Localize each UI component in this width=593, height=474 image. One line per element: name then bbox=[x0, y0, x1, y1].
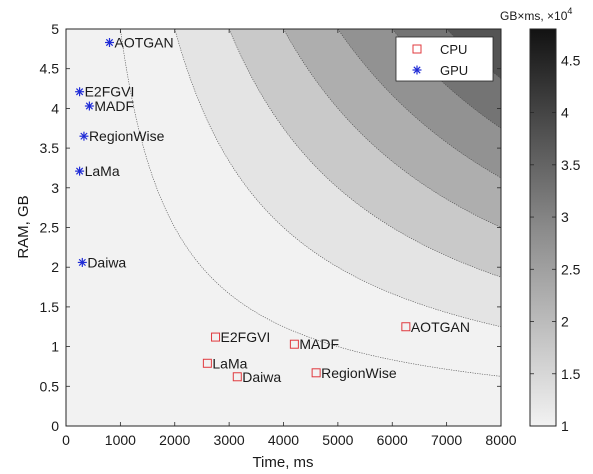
x-tick-label: 7000 bbox=[431, 432, 462, 448]
colorbar-tick-label: 1 bbox=[561, 418, 569, 434]
point-label: Daiwa bbox=[242, 369, 281, 385]
x-axis-label: Time, ms bbox=[252, 454, 313, 471]
gpu-point-marker bbox=[79, 131, 89, 141]
point-label: MADF bbox=[94, 98, 134, 114]
legend-label-gpu: GPU bbox=[440, 63, 468, 78]
y-tick-label: 4.5 bbox=[40, 61, 60, 77]
y-tick-label: 0.5 bbox=[40, 378, 60, 394]
colorbar-tick-label: 2 bbox=[561, 314, 569, 330]
colorbar-title-exponent: 4 bbox=[567, 6, 572, 16]
colorbar-tick-label: 3 bbox=[561, 209, 569, 225]
x-tick-label: 2000 bbox=[159, 432, 190, 448]
y-axis: 0 0.5 1 1.5 2 2.5 3 3.5 4 4.5 5 bbox=[40, 21, 501, 434]
point-label: LaMa bbox=[212, 355, 247, 371]
colorbar-tick-label: 3.5 bbox=[561, 157, 581, 173]
point-label: AOTGAN bbox=[411, 319, 470, 335]
point-label: Daiwa bbox=[87, 254, 126, 270]
colorbar-tick-label: 1.5 bbox=[561, 366, 581, 382]
asterisk-stroke bbox=[75, 88, 84, 96]
point-label: LaMa bbox=[85, 163, 120, 179]
cpu-point-marker bbox=[202, 358, 212, 368]
x-axis: 0 1000 2000 3000 4000 5000 6000 7000 8000 bbox=[62, 29, 517, 448]
x-tick-label: 4000 bbox=[268, 432, 299, 448]
cpu-point-marker bbox=[401, 322, 411, 332]
point-label: RegionWise bbox=[321, 365, 397, 381]
y-tick-label: 0 bbox=[51, 418, 59, 434]
asterisk-stroke bbox=[75, 167, 84, 175]
x-tick-label: 6000 bbox=[377, 432, 408, 448]
y-tick-label: 4 bbox=[51, 100, 59, 116]
cpu-point-marker bbox=[211, 332, 221, 342]
colorbar-tick-label: 4.5 bbox=[561, 52, 581, 68]
asterisk-stroke bbox=[85, 102, 93, 110]
y-tick-label: 2 bbox=[51, 259, 59, 275]
x-tick-label: 1000 bbox=[105, 432, 136, 448]
contour-line bbox=[283, 29, 501, 228]
x-tick-label: 8000 bbox=[485, 432, 516, 448]
colorbar-title: GB×ms, ×104 bbox=[500, 6, 572, 23]
colorbar-tick-label: 4 bbox=[561, 105, 569, 121]
y-axis-label: RAM, GB bbox=[15, 195, 32, 258]
x-tick-label: 5000 bbox=[322, 432, 353, 448]
gpu-point-marker bbox=[84, 101, 94, 111]
asterisk-stroke bbox=[413, 66, 421, 74]
cpu-point-marker bbox=[289, 339, 299, 349]
asterisk-stroke bbox=[78, 258, 86, 267]
y-tick-label: 3.5 bbox=[40, 140, 60, 156]
y-tick-label: 3 bbox=[51, 180, 59, 196]
contour-line bbox=[228, 29, 501, 278]
contour-line bbox=[120, 29, 501, 377]
cpu-point-marker bbox=[232, 372, 242, 382]
x-tick-label: 3000 bbox=[214, 432, 245, 448]
legend-marker-cpu bbox=[412, 44, 422, 54]
asterisk-stroke bbox=[105, 38, 114, 47]
gpu-point-marker bbox=[105, 37, 114, 47]
contour-line bbox=[337, 29, 501, 179]
gpu-point-marker bbox=[75, 87, 85, 97]
point-label: E2FGVI bbox=[85, 84, 135, 100]
gpu-point-marker bbox=[77, 257, 87, 267]
y-tick-label: 5 bbox=[51, 21, 59, 37]
colorbar-gradient bbox=[529, 28, 557, 427]
point-label: RegionWise bbox=[89, 128, 165, 144]
y-tick-label: 1 bbox=[51, 339, 59, 355]
colorbar-title-base: GB×ms, ×10 bbox=[500, 9, 568, 23]
contour-fill-group bbox=[66, 29, 501, 426]
asterisk-stroke bbox=[80, 132, 88, 140]
point-label: AOTGAN bbox=[115, 34, 174, 50]
legend-asterisk bbox=[412, 65, 422, 75]
gpu-point-marker bbox=[75, 166, 85, 176]
legend-label-cpu: CPU bbox=[440, 42, 467, 57]
legend: CPU GPU bbox=[395, 36, 494, 82]
legend-box bbox=[395, 36, 494, 82]
point-label: MADF bbox=[299, 336, 339, 352]
colorbar-tick-label: 2.5 bbox=[561, 261, 581, 277]
colorbar: 11.522.533.544.5 GB×ms, ×104 bbox=[500, 6, 581, 434]
y-tick-label: 2.5 bbox=[40, 220, 60, 236]
legend-marker-gpu bbox=[412, 65, 422, 75]
y-tick-label: 1.5 bbox=[40, 299, 60, 315]
cpu-point-marker bbox=[311, 368, 321, 378]
point-label: E2FGVI bbox=[221, 329, 271, 345]
colorbar-ticks: 1 1.5 2 2.5 3 3.5 4 4.5 bbox=[530, 52, 581, 434]
contour-line bbox=[174, 29, 501, 328]
x-tick-label: 0 bbox=[62, 432, 70, 448]
